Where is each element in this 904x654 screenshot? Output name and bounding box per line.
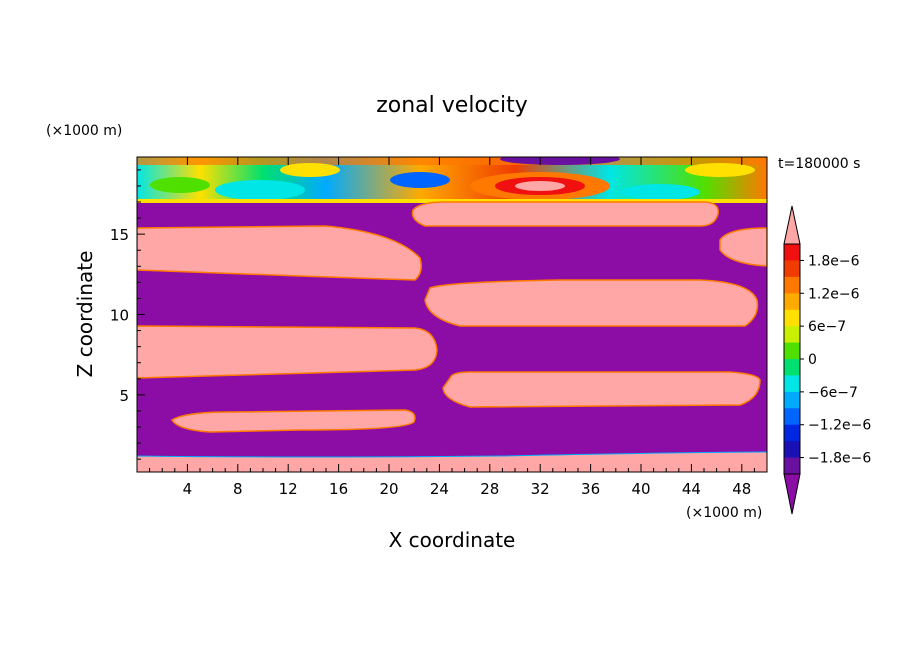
y-axis-label: Z coordinate xyxy=(73,251,97,378)
jet-middle-right xyxy=(424,279,759,327)
jet-middle-left xyxy=(137,325,438,379)
colorbar-label: −1.8e−6 xyxy=(808,451,871,467)
colorbar-band xyxy=(784,276,800,294)
y-tick-label: 15 xyxy=(110,226,129,244)
time-label: t=180000 s xyxy=(778,156,860,172)
x-unit-label: (×1000 m) xyxy=(686,505,762,521)
jet-upper-edge xyxy=(719,227,767,267)
blob-blue xyxy=(390,172,450,188)
colorbar-label: 0 xyxy=(808,352,817,368)
blob-purple-top xyxy=(500,157,620,165)
colorbar-band xyxy=(784,424,800,442)
x-tick-label: 12 xyxy=(279,480,298,498)
x-tick-label: 40 xyxy=(631,480,650,498)
x-tick-label: 20 xyxy=(379,480,398,498)
blob-pink-core xyxy=(515,181,565,191)
jet-boundary-line xyxy=(137,199,767,203)
jet-lower-small xyxy=(170,409,416,433)
colorbar: 1.8e−6 1.2e−6 6e−7 0 −6e−7 −1.2e−6 −1.8e−6 xyxy=(783,205,871,515)
colorbar-label: 6e−7 xyxy=(808,319,846,335)
x-tick-label: 36 xyxy=(581,480,600,498)
y-unit-label: (×1000 m) xyxy=(46,123,122,139)
x-tick-label: 4 xyxy=(183,480,193,498)
blob-yellow xyxy=(280,163,340,177)
jet-upper-right xyxy=(411,201,719,227)
colorbar-band xyxy=(784,260,800,278)
chart-title: zonal velocity xyxy=(376,93,528,118)
blob-cyan-right xyxy=(620,184,700,200)
colorbar-band xyxy=(784,457,800,475)
colorbar-band xyxy=(784,359,800,376)
x-tick-label: 32 xyxy=(531,480,550,498)
colorbar-over-triangle xyxy=(783,205,801,245)
x-tick-label: 28 xyxy=(480,480,499,498)
jet-upper-left xyxy=(137,225,422,281)
x-axis-label: X coordinate xyxy=(389,528,516,552)
colorbar-band xyxy=(784,408,800,426)
x-tick-label: 48 xyxy=(732,480,751,498)
colorbar-label: −1.2e−6 xyxy=(808,418,871,434)
blob-cyan xyxy=(215,180,305,200)
colorbar-label: −6e−7 xyxy=(808,385,858,401)
colorbar-band xyxy=(784,244,800,261)
colorbar-band xyxy=(784,391,800,409)
blob-yellow-right xyxy=(685,163,755,177)
colorbar-label: 1.8e−6 xyxy=(808,253,860,269)
blob-green-left xyxy=(150,177,210,193)
y-tick-label: 5 xyxy=(119,387,129,405)
y-axis-ticks: 5 10 15 xyxy=(110,169,145,460)
jet-lower-right xyxy=(442,371,761,408)
colorbar-band xyxy=(784,309,800,327)
plot-area xyxy=(137,157,767,472)
colorbar-band xyxy=(784,375,800,393)
x-tick-label: 8 xyxy=(233,480,243,498)
y-tick-label: 10 xyxy=(110,307,129,325)
x-tick-label: 44 xyxy=(682,480,701,498)
x-tick-label: 16 xyxy=(329,480,348,498)
colorbar-label: 1.2e−6 xyxy=(808,286,860,302)
jet-bottom xyxy=(137,451,767,472)
colorbar-band xyxy=(784,326,800,344)
x-tick-label: 24 xyxy=(430,480,449,498)
turbulent-band-strip xyxy=(137,157,767,165)
x-axis-ticks: 4 8 12 16 20 24 28 32 36 40 44 48 xyxy=(149,157,755,498)
colorbar-band xyxy=(784,441,800,459)
colorbar-band xyxy=(784,342,800,360)
colorbar-band xyxy=(784,293,800,311)
colorbar-under-triangle xyxy=(783,473,801,515)
